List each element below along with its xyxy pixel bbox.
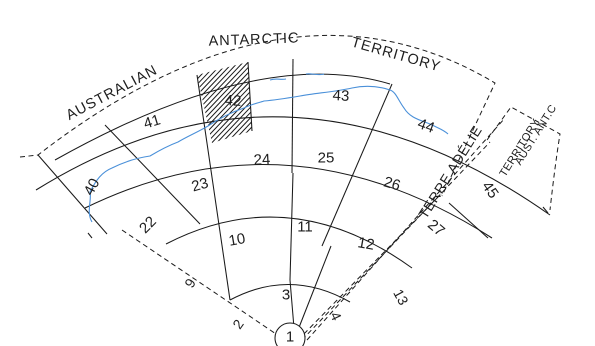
sector-number-13: 13	[390, 286, 412, 307]
hatch-line	[197, 62, 241, 143]
sector-9-boundary-line	[121, 229, 283, 339]
australian-antarctic-territory-boundary	[19, 34, 496, 197]
sector-radial-lines	[37, 58, 489, 341]
hatch-line	[219, 62, 252, 143]
sector-numbers: 40 41 42 43 44 45 22 23 24 25 26 27 10 1…	[81, 87, 502, 345]
hatch-line	[249, 62, 252, 143]
sector-number-45: 45	[478, 178, 501, 201]
hatch-line	[197, 62, 206, 143]
sector-arcs	[35, 73, 551, 303]
hatch-line	[197, 62, 252, 143]
sector-number-41: 41	[142, 111, 163, 132]
sector-number-2: 2	[229, 316, 247, 332]
aust-antarctic-territory-boundary	[486, 106, 561, 211]
hatch-line	[305, 55, 395, 150]
hatch-line	[197, 62, 252, 143]
label-territory: TERRITORY	[349, 35, 442, 76]
sector-number-44: 44	[415, 115, 436, 137]
hatch-line	[199, 62, 252, 143]
hatch-line	[197, 62, 252, 143]
hatch-line	[310, 55, 400, 150]
sector-number-25: 25	[318, 150, 335, 167]
sector-number-1: 1	[286, 329, 294, 346]
sector-number-40: 40	[81, 176, 104, 199]
hatch-line	[280, 55, 370, 150]
hatch-line	[229, 62, 252, 143]
hatch-line	[224, 62, 252, 143]
sector-number-43: 43	[332, 87, 350, 105]
hatch-line	[197, 62, 231, 143]
sector-number-11: 11	[297, 219, 313, 236]
label-aust-ant-line2: TERRITORY	[497, 117, 542, 180]
hatch-line	[197, 62, 211, 143]
sector-number-26: 26	[382, 173, 403, 194]
sector-number-4: 4	[327, 309, 345, 323]
label-antarctic: ANTARCTIC	[208, 30, 299, 49]
sector-number-24: 24	[253, 151, 271, 169]
outer-arc-ticks	[87, 206, 549, 239]
hatch-line	[214, 62, 252, 143]
hatch-line	[197, 62, 236, 143]
terre-adelie-boundary-lines	[297, 117, 506, 341]
hatch-line	[275, 55, 365, 150]
hatch-line	[197, 62, 251, 143]
sector-number-3: 3	[282, 287, 290, 304]
pole-circle	[274, 322, 306, 346]
coastline	[88, 73, 449, 223]
sector-number-10: 10	[227, 230, 246, 250]
sector-number-23: 23	[190, 175, 211, 196]
sector-number-42: 42	[224, 92, 242, 110]
sector-number-22: 22	[136, 213, 160, 237]
label-terre-adelie: TERRE ADÉLIE	[415, 123, 485, 222]
hatch-line	[315, 55, 405, 150]
sector-number-12: 12	[356, 234, 375, 254]
hatch-line	[239, 62, 252, 143]
hatch-line	[209, 62, 252, 143]
sector-number-9: 9	[181, 275, 199, 290]
hatch-line	[285, 55, 375, 150]
